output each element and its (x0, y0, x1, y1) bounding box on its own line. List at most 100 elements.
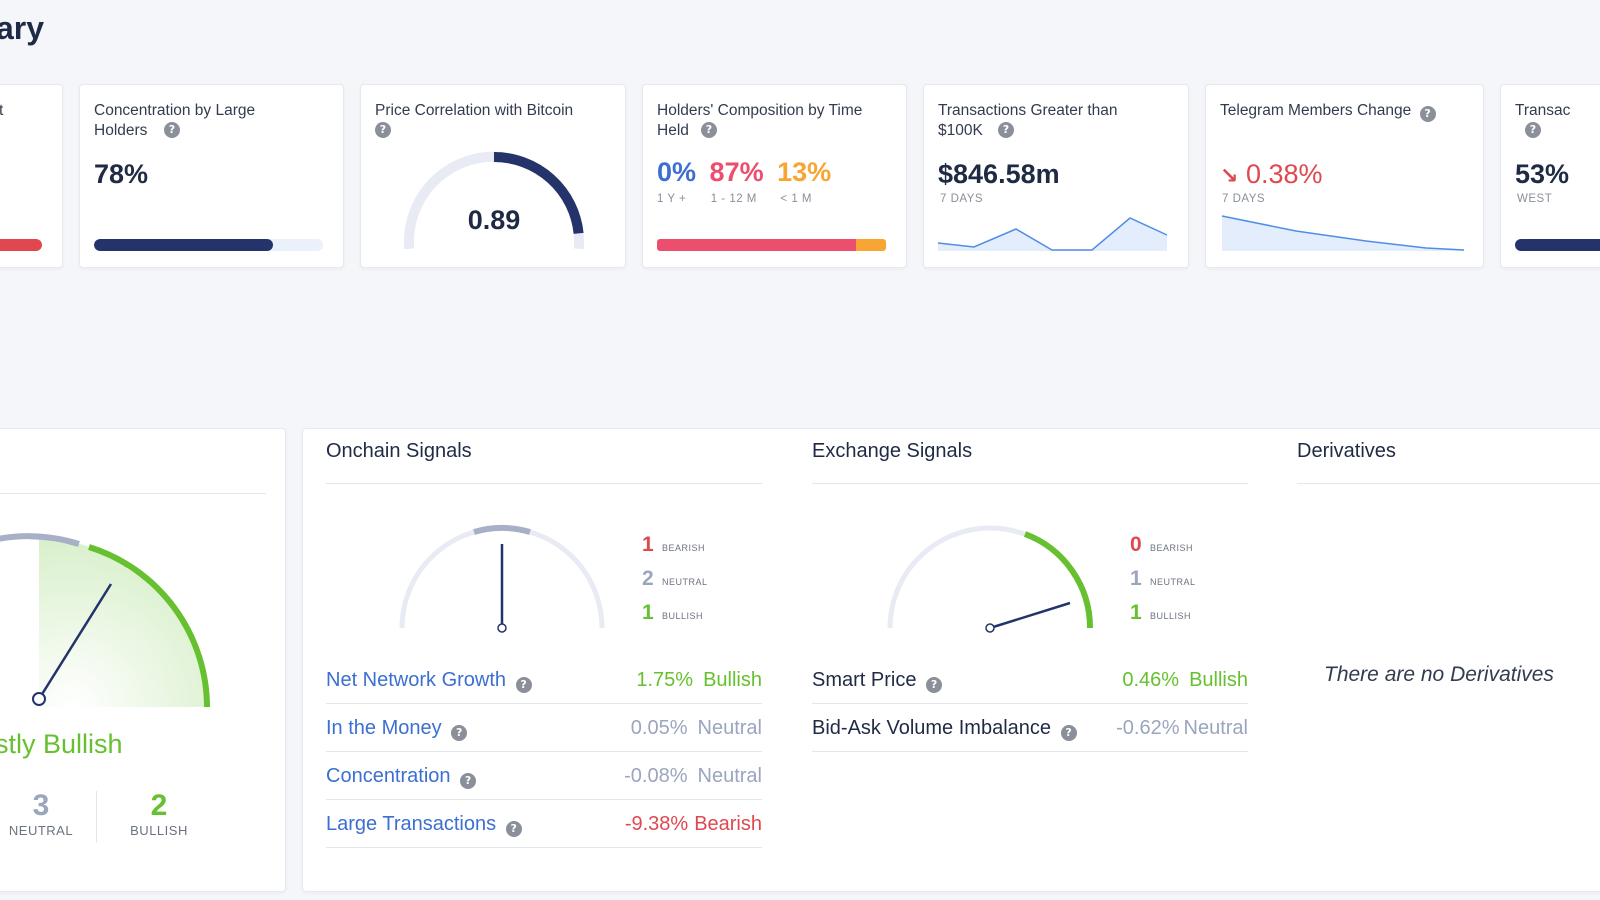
onchain-bullish: 1 bullish (642, 601, 704, 624)
card-concentration-large-holders: Concentration by Large Holders ? 78% (79, 84, 344, 268)
progress-bar (1515, 239, 1600, 251)
exchange-bullish: 1 bullish (1130, 601, 1192, 624)
help-icon[interactable]: ? (505, 821, 522, 837)
help-icon[interactable]: ? (375, 122, 391, 138)
holders-values: 0% 87% 13% (657, 157, 837, 188)
card-holders-composition: Holders' Composition by Time Held ? 0% 8… (642, 84, 907, 268)
holders-labels: 1 Y + 1 - 12 M < 1 M (657, 193, 812, 205)
help-icon[interactable]: ? (1525, 122, 1541, 138)
overall-verdict: stly Bullish (0, 729, 123, 759)
gauge-neutral-arc (0, 533, 80, 547)
signal-name[interactable]: Smart Price (812, 669, 917, 691)
gauge-needle (989, 601, 1071, 630)
gauge-track (887, 525, 1093, 629)
signal-row-in-the-money[interactable]: In the Money ? 0.05% Neutral (326, 704, 762, 752)
signal-status: Neutral (1183, 717, 1248, 739)
exchange-title: Exchange Signals (812, 440, 973, 462)
arrow-down-right-icon: ↘ (1220, 163, 1239, 188)
concentration-value: 78% (94, 159, 149, 189)
overall-gauge (0, 533, 210, 708)
help-icon[interactable]: ? (164, 122, 180, 138)
signal-name[interactable]: Concentration (326, 765, 451, 787)
signal-row-large-transactions[interactable]: Large Transactions ? -9.38% Bearish (326, 800, 762, 848)
gauge-bullish-arc (88, 544, 210, 708)
gauge-pivot (32, 692, 46, 706)
partial-value: 53% (1515, 159, 1570, 189)
partial-sub: WEST (1517, 193, 1553, 205)
card-title: Holders' Composition by Time Held (657, 102, 863, 139)
signal-pct: 0.05% (630, 717, 688, 739)
gauge-needle (37, 583, 113, 700)
transactions-sparkline (937, 217, 1168, 251)
card-title: t (0, 101, 3, 121)
signal-row-concentration[interactable]: Concentration ? -0.08% Neutral (326, 752, 762, 800)
correlation-value: 0.89 (467, 205, 521, 235)
holders-composition-bar (657, 239, 886, 251)
derivatives-divider (1297, 483, 1600, 484)
concentration-bar (94, 239, 323, 251)
help-icon[interactable]: ? (998, 122, 1014, 138)
transactions-period: 7 DAYS (940, 193, 984, 205)
help-icon[interactable]: ? (926, 677, 943, 693)
signal-status: Neutral (697, 717, 762, 739)
signal-pct: 0.46% (1122, 669, 1180, 691)
signal-pct: -9.38% (624, 813, 689, 835)
signal-name[interactable]: Large Transactions (326, 813, 497, 835)
sparkline-area (1222, 216, 1464, 251)
concentration-bar-fill (94, 239, 273, 251)
help-icon[interactable]: ? (1419, 106, 1436, 122)
gauge-fill (39, 539, 207, 707)
exchange-neutral: 1 neutral (1130, 567, 1196, 590)
card-title: Telegram Members Change (1220, 102, 1412, 119)
help-icon[interactable]: ? (701, 122, 717, 138)
overall-divider (96, 791, 97, 843)
signal-name[interactable]: Net Network Growth (326, 669, 507, 691)
help-icon[interactable]: ? (515, 677, 532, 693)
signal-row-bid-ask-imbalance[interactable]: Bid-Ask Volume Imbalance ? -0.62% Neutral (812, 704, 1248, 752)
holders-value-short: 13% (777, 157, 832, 187)
overall-bullish-count: 2 BULLISH (130, 789, 188, 838)
signal-name[interactable]: Bid-Ask Volume Imbalance (812, 717, 1052, 739)
exchange-legend: 0 bearish 1 neutral 1 bullish (1130, 528, 1196, 630)
onchain-neutral: 2 neutral (642, 567, 708, 590)
help-icon[interactable]: ? (1060, 725, 1077, 741)
onchain-legend: 1 bearish 2 neutral 1 bullish (642, 528, 708, 630)
card-title: Price Correlation with Bitcoin (375, 102, 574, 119)
card-title: Transactions Greater than $100K (938, 102, 1118, 139)
help-icon[interactable]: ? (451, 725, 468, 741)
transactions-value: $846.58m (938, 159, 1060, 189)
holders-value-long: 0% (657, 157, 697, 187)
sparkline-line (937, 217, 1168, 251)
signal-pct: -0.08% (624, 765, 688, 787)
telegram-period: 7 DAYS (1222, 193, 1266, 205)
exchange-bearish: 0 bearish (1130, 533, 1194, 556)
gauge-pivot (497, 623, 507, 633)
signal-status: Neutral (697, 765, 762, 787)
onchain-gauge (399, 525, 605, 633)
card-partial-left: t (0, 84, 63, 268)
sparkline-area (938, 218, 1167, 251)
holders-label-short: < 1 M (780, 193, 812, 205)
overall-signals-panel: stly Bullish 3 NEUTRAL 2 BULLISH (0, 428, 286, 892)
holders-label-mid: 1 - 12 M (710, 193, 757, 205)
signal-row-net-network-growth[interactable]: Net Network Growth ? 1.75% Bullish (326, 656, 762, 704)
derivatives-title: Derivatives (1297, 440, 1396, 462)
signal-name[interactable]: In the Money (326, 717, 442, 739)
telegram-sparkline (1221, 215, 1465, 251)
gauge-bullish-arc (1023, 531, 1094, 629)
signal-row-smart-price[interactable]: Smart Price ? 0.46% Bullish (812, 656, 1248, 704)
card-large-transactions: Transactions Greater than $100K ? $846.5… (923, 84, 1189, 268)
card-telegram-members: Telegram Members Change ? ↘ 0.38% 7 DAYS (1205, 84, 1484, 268)
signal-status: Bullish (703, 669, 762, 691)
overall-neutral-count: 3 NEUTRAL (8, 789, 74, 838)
gauge-arc (493, 152, 584, 234)
help-icon[interactable]: ? (460, 773, 477, 789)
composition-segment (856, 239, 886, 251)
exchange-gauge (887, 525, 1094, 633)
progress-bar (0, 239, 42, 251)
signal-status: Bearish (694, 813, 762, 835)
signal-status: Bullish (1189, 669, 1248, 691)
onchain-title: Onchain Signals (326, 440, 472, 462)
exchange-divider (812, 483, 1248, 484)
panel-divider (0, 493, 266, 494)
